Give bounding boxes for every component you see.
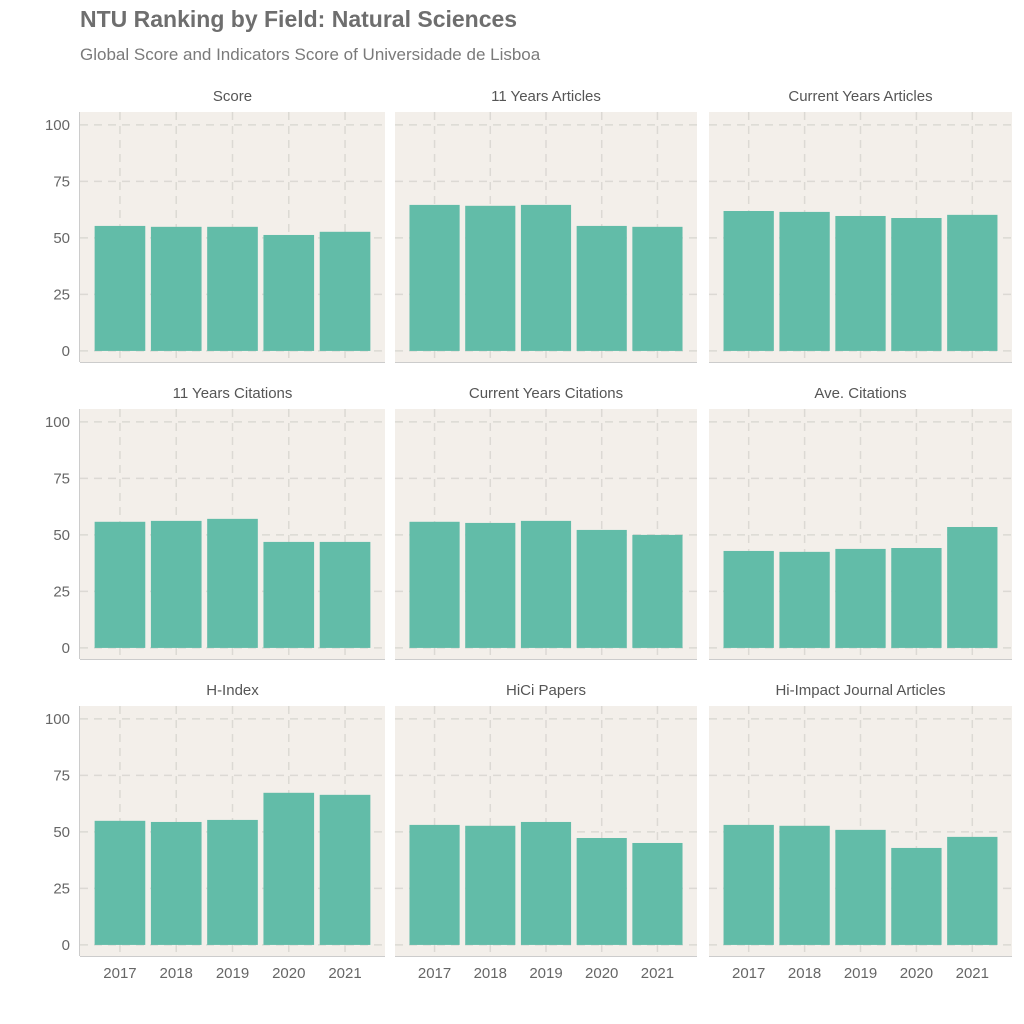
bar <box>263 234 315 351</box>
y-tick-label: 50 <box>53 824 70 841</box>
facet-strip-label: Current Years Citations <box>469 385 623 402</box>
bar <box>947 214 998 351</box>
facet-panel: 11 Years Citations 0 25 50 75 100 <box>45 385 385 660</box>
facet-panel: HiCi Papers 2017 2018 2019 2020 2021 <box>395 682 697 982</box>
bar <box>835 548 886 648</box>
bar <box>947 526 998 648</box>
bar <box>723 550 774 648</box>
x-tick-label: 2018 <box>788 965 821 982</box>
y-tick-label: 50 <box>53 230 70 247</box>
facet-strip-label: Score <box>213 88 252 105</box>
y-tick-label: 0 <box>62 937 70 954</box>
chart-subtitle: Global Score and Indicators Score of Uni… <box>80 45 541 64</box>
bar <box>409 204 460 351</box>
bar <box>207 226 258 351</box>
y-tick-label: 25 <box>53 583 70 600</box>
bar <box>779 825 830 945</box>
y-tick-label: 100 <box>45 711 70 728</box>
bar <box>150 821 202 945</box>
x-tick-label: 2019 <box>216 965 249 982</box>
bar <box>632 842 683 945</box>
x-tick-label: 2019 <box>529 965 562 982</box>
facet-panel: Current Years Citations <box>395 385 697 660</box>
bar <box>632 226 683 351</box>
facet-strip-label: Ave. Citations <box>814 385 906 402</box>
facet-panel: Score 0 25 50 75 100 <box>45 88 385 363</box>
bar <box>632 534 683 648</box>
bar <box>465 825 516 945</box>
bar <box>319 794 371 945</box>
y-tick-label: 0 <box>62 343 70 360</box>
y-tick-label: 25 <box>53 880 70 897</box>
bar <box>94 521 146 648</box>
bar <box>723 211 774 351</box>
x-tick-label: 2021 <box>956 965 989 982</box>
bar <box>319 231 371 351</box>
facet-strip-label: H-Index <box>206 682 259 699</box>
x-tick-label: 2019 <box>844 965 877 982</box>
bar <box>465 522 516 648</box>
y-tick-label: 75 <box>53 173 70 190</box>
bar <box>835 829 886 945</box>
bar <box>150 226 202 351</box>
chart-title: NTU Ranking by Field: Natural Sciences <box>80 6 518 32</box>
x-tick-label: 2020 <box>585 965 618 982</box>
facet-panel: Ave. Citations <box>709 385 1012 660</box>
bar <box>94 820 146 945</box>
x-tick-label: 2017 <box>418 965 451 982</box>
bar <box>891 548 942 648</box>
x-tick-label: 2020 <box>272 965 305 982</box>
y-tick-label: 50 <box>53 527 70 544</box>
facet-strip-label: 11 Years Articles <box>491 88 601 105</box>
x-tick-label: 2017 <box>103 965 136 982</box>
facet-strip-label: HiCi Papers <box>506 682 586 699</box>
x-tick-label: 2021 <box>328 965 361 982</box>
y-tick-label: 75 <box>53 470 70 487</box>
bar <box>947 836 998 945</box>
facet-panel: 11 Years Articles <box>395 88 697 363</box>
bar <box>835 215 886 351</box>
bar <box>779 211 830 351</box>
x-tick-label: 2018 <box>474 965 507 982</box>
bar <box>576 529 627 648</box>
x-tick-label: 2018 <box>160 965 193 982</box>
bar <box>319 541 371 648</box>
y-tick-label: 75 <box>53 767 70 784</box>
bar <box>94 225 146 351</box>
bar <box>263 541 315 648</box>
bar <box>409 824 460 945</box>
facet-panel: Hi-Impact Journal Articles 2017 2018 2019 20… <box>709 682 1012 982</box>
bar <box>779 551 830 648</box>
bar <box>409 521 460 648</box>
y-tick-label: 0 <box>62 640 70 657</box>
bar <box>576 225 627 351</box>
bar <box>520 520 572 648</box>
facet-strip-label: 11 Years Citations <box>173 385 293 402</box>
bar <box>207 518 258 648</box>
bar <box>576 838 627 945</box>
bar <box>891 847 942 945</box>
facet-panel: H-Index 0 25 50 75 100 2017 2018 2019 2020 2021 <box>45 682 385 982</box>
y-tick-label: 100 <box>45 414 70 431</box>
x-tick-label: 2020 <box>900 965 933 982</box>
bar <box>520 821 572 945</box>
facet-panel: Current Years Articles <box>709 88 1012 363</box>
bar <box>263 792 315 945</box>
facet-strip-label: Current Years Articles <box>788 88 932 105</box>
facet-strip-label: Hi-Impact Journal Articles <box>775 682 945 699</box>
bar <box>465 205 516 351</box>
x-tick-label: 2021 <box>641 965 674 982</box>
y-tick-label: 100 <box>45 117 70 134</box>
y-tick-label: 25 <box>53 286 70 303</box>
bar <box>150 520 202 648</box>
bar <box>207 819 258 945</box>
bar <box>723 824 774 945</box>
bar <box>891 218 942 351</box>
x-tick-label: 2017 <box>732 965 765 982</box>
bar <box>520 204 572 351</box>
